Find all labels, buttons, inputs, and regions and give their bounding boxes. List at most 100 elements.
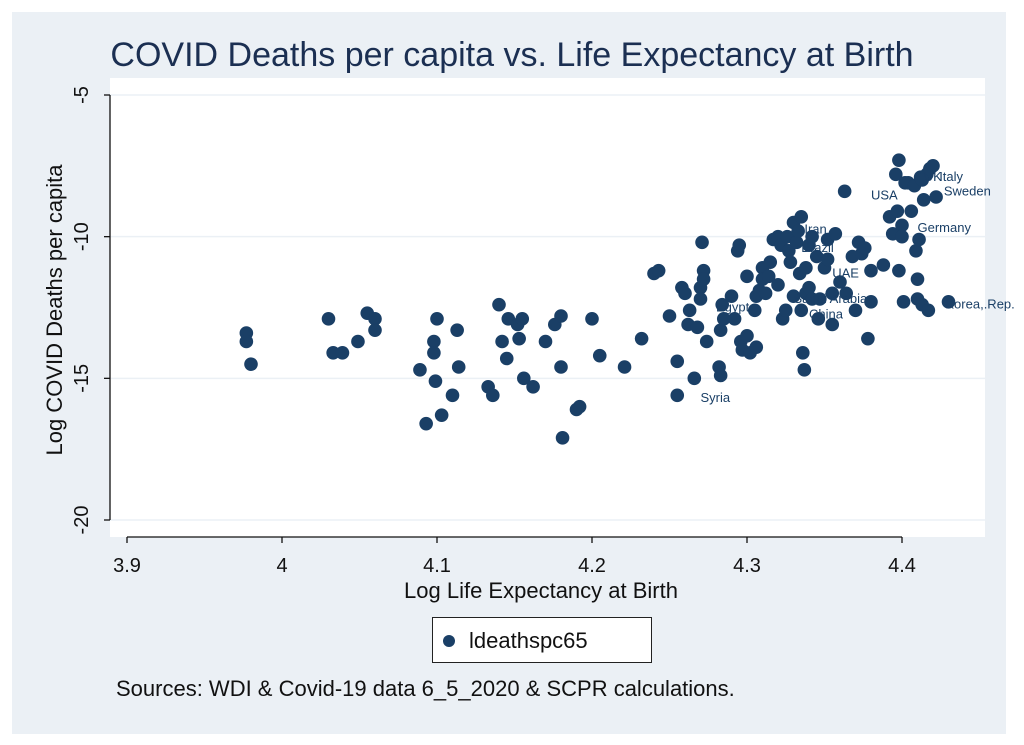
x-tick-label: 4.4 <box>888 555 916 577</box>
data-point <box>434 408 449 422</box>
data-point <box>813 292 827 306</box>
data-point <box>662 309 677 323</box>
data-point <box>828 227 843 241</box>
data-point <box>791 224 805 238</box>
data-point <box>892 153 906 167</box>
data-point <box>799 261 813 275</box>
data-point <box>858 241 872 255</box>
data-point <box>749 340 764 354</box>
data-point <box>916 193 931 207</box>
legend: ldeathspc65 <box>432 617 652 663</box>
point-label: Germany <box>918 220 972 235</box>
data-point <box>786 289 801 303</box>
data-point <box>797 363 812 377</box>
data-point <box>682 303 697 318</box>
data-point <box>778 303 793 318</box>
data-point <box>747 303 762 318</box>
data-point <box>445 388 460 403</box>
legend-label: ldeathspc65 <box>469 628 588 653</box>
data-point <box>555 431 570 445</box>
data-point <box>499 351 514 366</box>
data-point <box>512 331 526 346</box>
data-point <box>526 380 540 394</box>
chart-title: COVID Deaths per capita vs. Life Expecta… <box>110 36 914 74</box>
data-point <box>794 303 809 318</box>
data-point <box>696 272 711 286</box>
data-point <box>450 323 464 337</box>
data-point <box>724 289 739 303</box>
data-point <box>805 229 819 244</box>
data-point <box>732 238 747 252</box>
data-point <box>740 329 754 343</box>
data-point <box>910 272 925 286</box>
data-point <box>896 295 911 309</box>
data-point <box>921 303 936 318</box>
point-label: China <box>809 307 844 322</box>
data-point <box>837 184 852 199</box>
data-point <box>451 360 466 374</box>
point-label: Syria <box>701 390 731 405</box>
data-point <box>515 312 530 326</box>
y-tick-label: -15 <box>71 364 93 393</box>
data-point <box>864 263 878 278</box>
data-point <box>634 331 649 346</box>
data-point <box>651 263 666 278</box>
data-point <box>889 167 903 182</box>
data-point <box>699 334 714 349</box>
data-point <box>572 399 587 414</box>
data-point <box>427 346 441 360</box>
point-label: Egypt <box>716 300 750 315</box>
data-point <box>861 331 875 346</box>
data-point <box>763 255 778 269</box>
data-point <box>239 334 254 349</box>
plot-area <box>110 78 985 537</box>
data-point <box>909 244 923 258</box>
data-point <box>592 348 607 363</box>
data-point <box>802 280 816 295</box>
data-point <box>413 363 427 377</box>
data-point <box>809 249 824 264</box>
data-point <box>915 173 929 187</box>
data-point <box>368 312 382 326</box>
data-point <box>761 269 776 284</box>
data-point <box>715 297 729 312</box>
y-axis-title: Log COVID Deaths per capita <box>42 164 67 456</box>
data-point <box>670 354 685 369</box>
data-point <box>771 278 785 292</box>
data-point <box>585 312 599 326</box>
data-point <box>789 235 804 250</box>
data-point <box>864 295 878 309</box>
data-point <box>554 309 568 323</box>
point-label: Sweden <box>944 183 991 198</box>
data-point <box>895 218 909 233</box>
data-point <box>941 295 956 309</box>
y-tick-label: -10 <box>71 222 93 251</box>
data-point <box>335 346 350 360</box>
data-point <box>716 312 731 326</box>
data-point <box>670 388 685 403</box>
data-point <box>833 275 847 289</box>
data-point <box>517 371 531 386</box>
data-point <box>794 210 809 224</box>
data-point <box>486 388 500 403</box>
data-point <box>428 374 443 388</box>
x-tick-label: 4.1 <box>423 555 451 577</box>
data-point <box>811 312 826 326</box>
data-point <box>783 255 798 269</box>
data-point <box>929 190 943 204</box>
point-label: UK <box>924 169 942 184</box>
data-point <box>617 360 632 374</box>
point-label: UAE <box>832 266 859 281</box>
point-label: Korea,.Rep. <box>945 297 1014 312</box>
data-point <box>904 204 919 218</box>
data-point <box>419 416 433 431</box>
data-point <box>740 269 754 284</box>
y-tick-label: -5 <box>71 86 93 104</box>
data-point <box>713 323 728 337</box>
data-point <box>244 357 258 371</box>
point-label: Iran <box>804 222 826 237</box>
data-point <box>695 235 709 250</box>
data-point <box>538 334 553 349</box>
data-point <box>825 317 840 332</box>
